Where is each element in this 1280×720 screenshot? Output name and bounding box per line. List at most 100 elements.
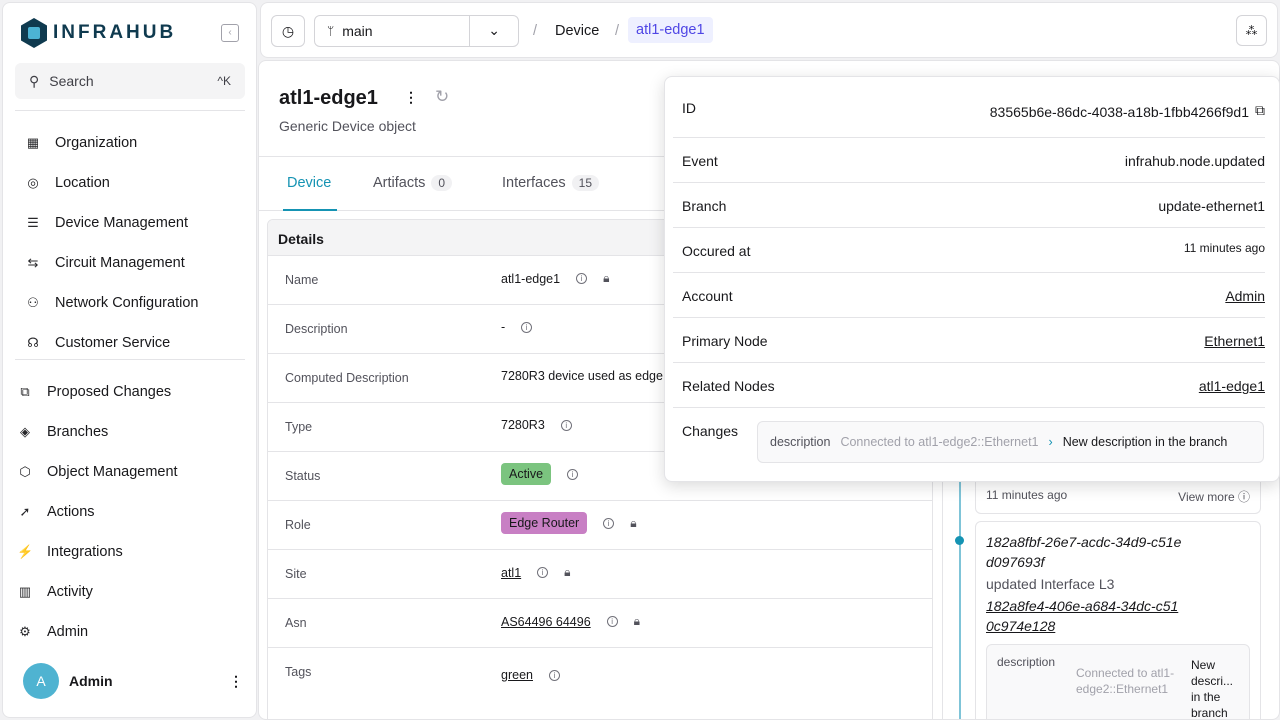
change-attribute: description [770, 435, 831, 449]
label: Related Nodes [682, 378, 775, 394]
change-attribute: description [997, 655, 1056, 669]
sidebar-item-branches[interactable]: ◈ Branches [7, 412, 237, 452]
popover-row-id: ID 83565b6e-86dc-4038-a18b-1fbb4266f9d1 ⧉ [673, 85, 1265, 138]
time-travel-button[interactable]: ◷ [271, 15, 305, 47]
detail-row-role: Role Edge Router i 🔒︎ [268, 501, 932, 550]
circuit-icon: ⇆ [27, 255, 39, 270]
info-icon[interactable]: i [576, 273, 588, 284]
top-bar: ◷ ᛘ main ⌄ / Device / atl1-edge1 ⁂ [260, 2, 1278, 58]
label: Object Management [47, 464, 178, 480]
info-icon[interactable]: i [548, 669, 560, 681]
label: Type [285, 420, 313, 434]
breadcrumb-device[interactable]: Device [555, 23, 600, 39]
sidebar-item-customer-service[interactable]: ☊ Customer Service [15, 323, 245, 350]
divider [15, 110, 245, 111]
calendar-clock-icon: ◷ [281, 22, 295, 39]
sidebar-item-integrations[interactable]: ⚡ Integrations [7, 532, 237, 572]
detail-row-type: Type 7280R3 i [268, 403, 932, 452]
collapse-sidebar-icon[interactable]: ‹ [221, 24, 239, 42]
related-node-link[interactable]: atl1-edge1 [1198, 378, 1265, 394]
info-icon[interactable]: i [603, 517, 615, 529]
change-new-value: New descri... in the branch [1191, 658, 1234, 720]
info-icon[interactable]: i [537, 567, 549, 578]
sidebar-item-circuit-management[interactable]: ⇆ Circuit Management [15, 243, 245, 283]
infrahub-logo[interactable]: INFRAHUB [21, 18, 176, 48]
event-node-link[interactable]: 182a8fe4-406e-a684-34dc-c510c974e128 [986, 598, 1179, 634]
sidebar-item-organization[interactable]: ▦ Organization [15, 123, 245, 163]
label: Branch [682, 198, 727, 214]
popover-row-related-nodes: Related Nodes atl1-edge1 [673, 363, 1265, 408]
lock-icon: 🔒︎ [564, 565, 571, 579]
building-icon: ▦ [26, 135, 40, 150]
copy-icon[interactable]: ⧉ [1255, 102, 1265, 118]
user-menu[interactable]: A Admin ⋮ [23, 663, 243, 699]
location-pin-icon: ◎ [27, 175, 39, 190]
info-icon[interactable]: i [560, 419, 572, 431]
sidebar-item-admin[interactable]: ⚙ Admin [7, 612, 237, 652]
sidebar-item-location[interactable]: ◎ Location [15, 163, 245, 203]
label: Status [285, 469, 321, 483]
asn-link[interactable]: AS64496 64496 [501, 614, 591, 629]
chevron-down-icon[interactable]: ⌄ [488, 22, 500, 38]
label: Admin [47, 624, 89, 640]
event-time: 11 minutes ago [986, 488, 1068, 502]
label: Integrations [47, 544, 123, 560]
more-actions-icon[interactable]: ⋮ [404, 89, 418, 105]
tab-label: Artifacts [373, 175, 426, 191]
changes-label: Changes [682, 423, 739, 439]
tabs: Device Artifacts 0 Interfaces 15 [259, 156, 941, 211]
event-card[interactable]: 182a8fbf-26e7-acdc-34d9-c51ed097693f upd… [975, 521, 1261, 720]
event-id: 182a8fbf-26e7-acdc-34d9-c51ed097693f [986, 534, 1182, 570]
rocket-icon: ➚ [19, 504, 31, 519]
search-label: Search [49, 73, 94, 89]
value: 7280R3 device used as edge [501, 369, 663, 383]
label: Proposed Changes [47, 384, 172, 400]
view-more-button[interactable]: View more ⓘ [1178, 488, 1250, 505]
sidebar-item-network-configuration[interactable]: ⚇ Network Configuration [15, 283, 245, 323]
more-options-icon[interactable]: ⋮ [229, 672, 243, 689]
sidebar-item-object-management[interactable]: ⬡ Object Management [7, 452, 237, 492]
change-new-value: New description in the branch [1062, 435, 1228, 449]
change-old-value: Connected to atl1-edge2::Ethernet1 [1076, 666, 1175, 696]
tab-artifacts[interactable]: Artifacts 0 [373, 175, 453, 191]
primary-node-link[interactable]: Ethernet1 [1204, 333, 1265, 349]
logo-text: INFRAHUB [53, 22, 177, 43]
label: Account [682, 288, 733, 304]
account-link[interactable]: Admin [1225, 288, 1265, 304]
change-old-value: Connected to atl1-edge2::Ethernet1 [840, 435, 1039, 449]
sidebar-item-device-management[interactable]: ☰ Device Management [15, 203, 245, 243]
tab-device[interactable]: Device [287, 175, 331, 191]
breadcrumb-current[interactable]: atl1-edge1 [628, 17, 713, 43]
label: Organization [55, 135, 138, 151]
label: Actions [47, 504, 95, 520]
label: ID [682, 100, 696, 116]
event-details-popover: ID 83565b6e-86dc-4038-a18b-1fbb4266f9d1 ⧉ … [664, 76, 1280, 482]
search-icon: ⚲ [29, 72, 40, 89]
chart-icon: ▥ [18, 584, 32, 599]
site-link[interactable]: atl1 [501, 565, 522, 580]
popover-row-account: Account Admin [673, 273, 1265, 318]
sidebar-item-activity[interactable]: ▥ Activity [7, 572, 237, 612]
search-button[interactable]: ⚲ Search ^K [15, 63, 245, 99]
timeline-dot [955, 536, 964, 545]
info-icon[interactable]: i [521, 321, 533, 333]
apps-button[interactable]: ⁂ [1236, 15, 1267, 46]
plug-icon: ⚡ [17, 544, 34, 559]
breadcrumb-separator: / [615, 23, 620, 39]
menu-groups: ▦ Organization ◎ Location ☰ Device Manageme… [15, 123, 245, 350]
detail-row-tags: Tags green i [268, 648, 932, 719]
sidebar-item-actions[interactable]: ➚ Actions [7, 492, 237, 532]
tag-link[interactable]: green [501, 668, 533, 682]
info-icon[interactable]: i [567, 468, 579, 480]
label: Name [285, 273, 319, 287]
branch-selector[interactable]: ᛘ main ⌄ [314, 15, 519, 47]
sidebar-item-proposed-changes[interactable]: ⧉ Proposed Changes [7, 372, 237, 412]
label: Activity [47, 584, 93, 600]
divider [15, 359, 245, 360]
label: Device Management [55, 215, 188, 231]
page-subtitle: Generic Device object [279, 118, 416, 134]
customer-service-icon: ☊ [27, 335, 39, 350]
refresh-icon[interactable]: ↻ [435, 87, 450, 106]
tab-interfaces[interactable]: Interfaces 15 [502, 175, 600, 191]
info-icon[interactable]: i [606, 616, 618, 627]
